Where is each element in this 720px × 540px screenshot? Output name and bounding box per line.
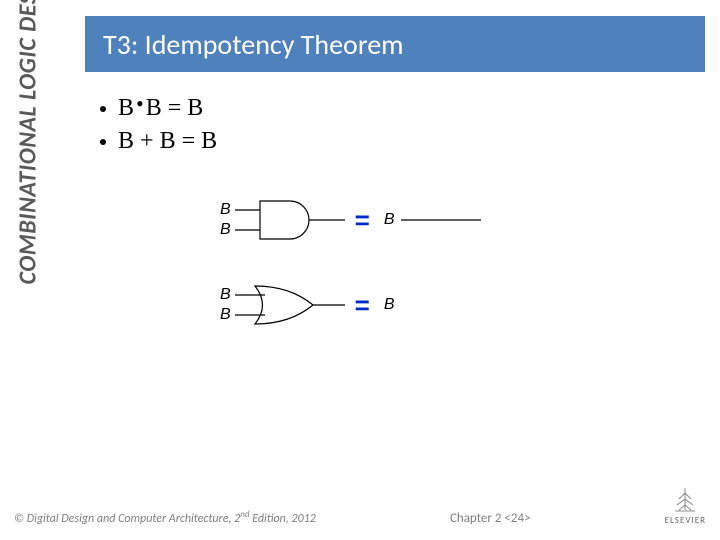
and-gate-row: B B = B bbox=[220, 195, 481, 245]
bullet-dot-icon bbox=[100, 106, 106, 112]
publisher-logo: ELSEVIER bbox=[665, 485, 706, 526]
eq-and-rhs: B bbox=[187, 95, 203, 122]
and-gate-input-labels: B B bbox=[220, 200, 231, 240]
footer: © Digital Design and Computer Architectu… bbox=[14, 485, 706, 526]
and-equals-sign: = bbox=[355, 205, 370, 236]
page-title: T3: Idempotency Theorem bbox=[103, 27, 404, 62]
eq-or-lhs-a: B bbox=[118, 128, 134, 155]
eq-or-lhs-b: B bbox=[160, 128, 176, 155]
or-in2-label: B bbox=[220, 305, 231, 325]
and-gate-icon bbox=[235, 195, 345, 245]
eq-or-equals: = bbox=[176, 128, 202, 155]
or-gate-input-labels: B B bbox=[220, 285, 231, 325]
or-gate-icon bbox=[235, 280, 345, 330]
edition-sup: nd bbox=[240, 509, 249, 520]
chapter-label: Chapter 2 <24> bbox=[450, 511, 531, 526]
eq-and-lhs-a: B bbox=[118, 95, 134, 122]
book-title: Digital Design and Computer Architecture bbox=[27, 512, 229, 526]
eq-and-lhs-b: B bbox=[146, 95, 162, 122]
edition-suffix: Edition, 2012 bbox=[250, 512, 316, 526]
edition-comma: , 2 bbox=[228, 512, 240, 526]
and-operator: • bbox=[134, 91, 146, 117]
copyright-prefix: © bbox=[14, 512, 27, 526]
or-gate-row: B B = B bbox=[220, 280, 481, 330]
sidebar-label: COMBINATIONAL LOGIC DESIGN bbox=[14, 0, 43, 285]
title-bar: T3: Idempotency Theorem bbox=[85, 16, 705, 72]
gate-diagrams: B B = B B B = B bbox=[220, 195, 481, 365]
eq-and-equals: = bbox=[162, 95, 188, 122]
and-in1-label: B bbox=[220, 200, 231, 220]
or-operator: + bbox=[134, 128, 160, 155]
and-in2-label: B bbox=[220, 220, 231, 240]
and-wire-icon bbox=[401, 210, 481, 230]
copyright: © Digital Design and Computer Architectu… bbox=[14, 509, 316, 526]
bullet-dot-icon bbox=[100, 139, 106, 145]
tree-icon bbox=[671, 485, 699, 513]
bullet-and: B • B = B bbox=[100, 95, 217, 122]
bullet-list: B • B = B B + B = B bbox=[100, 95, 217, 161]
or-out-label: B bbox=[384, 296, 395, 314]
bullet-or: B + B = B bbox=[100, 128, 217, 155]
or-equals-sign: = bbox=[355, 290, 370, 321]
or-in1-label: B bbox=[220, 285, 231, 305]
publisher-name: ELSEVIER bbox=[665, 515, 706, 526]
eq-or-rhs: B bbox=[201, 128, 217, 155]
and-out-label: B bbox=[384, 211, 395, 229]
